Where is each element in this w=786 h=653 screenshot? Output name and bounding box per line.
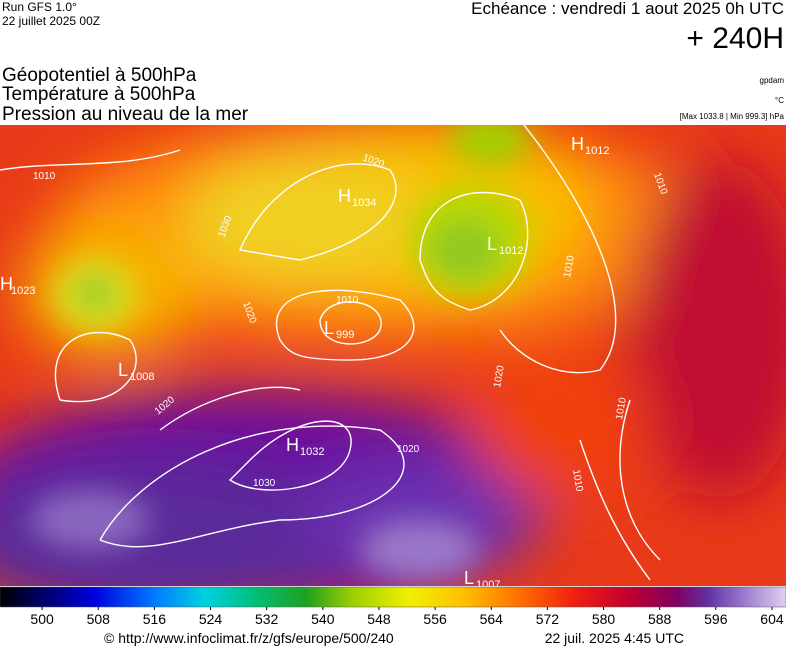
map-field xyxy=(0,125,786,586)
center-type: H xyxy=(338,186,351,206)
center-value: 1034 xyxy=(352,197,376,209)
run: Run GFS 1.0° xyxy=(2,0,77,14)
colorbar-tick-label: 580 xyxy=(592,611,616,627)
center-type: H xyxy=(286,435,299,455)
colorbar-tick-label: 572 xyxy=(536,611,560,627)
colorbar-tick-label: 540 xyxy=(311,611,335,627)
pressure-centers: H 1023 L 1008 H 1034 L 999 L 1012 H 1032… xyxy=(0,134,609,591)
colorbar-tick-label: 500 xyxy=(30,611,54,627)
center-type: L xyxy=(464,568,474,588)
colorbar-tick-label: 548 xyxy=(367,611,391,627)
center-value: 1008 xyxy=(130,371,154,383)
isobar-label: 1010 xyxy=(33,171,56,182)
isobar-label: 1020 xyxy=(492,364,507,388)
colorbar-tick-label: 588 xyxy=(648,611,672,627)
title: Température à 500hPa xyxy=(2,84,196,105)
isobar-label: 1010 xyxy=(614,396,629,420)
center-value: 1023 xyxy=(11,285,35,297)
colorbar-tick-label: 596 xyxy=(704,611,728,627)
colorbar-tick-label: 532 xyxy=(255,611,279,627)
unit: [Max 1033.8 | Min 999.3] hPa xyxy=(680,112,785,121)
center-value: 1012 xyxy=(499,245,523,257)
center-type: H xyxy=(571,134,584,154)
center-type: L xyxy=(118,360,128,380)
echeance: Echéance : vendredi 1 aout 2025 0h UTC xyxy=(471,0,784,18)
colorbar-tick-label: 604 xyxy=(760,611,784,627)
title: Géopotentiel à 500hPa xyxy=(2,65,197,86)
center-type: L xyxy=(487,234,497,254)
colorbar-ticks: 500 508 516 524 532 540 548 556 564 572 580 588 596 6… xyxy=(30,607,784,627)
unit: gpdam xyxy=(760,76,785,85)
colorbar-tick-label: 516 xyxy=(143,611,167,627)
colorbar-tick-label: 564 xyxy=(480,611,504,627)
center-value: 1032 xyxy=(300,446,324,458)
title: Pression au niveau de la mer xyxy=(2,104,249,125)
colorbar-tick-label: 524 xyxy=(199,611,223,627)
colorbar xyxy=(0,586,786,608)
center-value: 999 xyxy=(336,329,354,341)
colorbar-tick-label: 556 xyxy=(423,611,447,627)
timestamp: 22 juil. 2025 4:45 UTC xyxy=(545,630,684,646)
isobar-label: 1030 xyxy=(253,478,276,489)
isobar-label: 1020 xyxy=(397,444,420,455)
center-type: H xyxy=(0,274,13,294)
center-type: L xyxy=(324,318,334,338)
lead-time: + 240H xyxy=(686,22,784,55)
isobar-label: 1010 xyxy=(562,254,577,278)
center-value: 1012 xyxy=(585,145,609,157)
run-date: 22 juillet 2025 00Z xyxy=(2,14,100,28)
isobar-label: 1010 xyxy=(570,469,585,493)
source-url: © http://www.infoclimat.fr/z/gfs/europe/… xyxy=(104,630,394,646)
colorbar-tick-label: 508 xyxy=(87,611,111,627)
isobar-label: 1010 xyxy=(336,295,359,306)
unit: °C xyxy=(775,96,784,105)
